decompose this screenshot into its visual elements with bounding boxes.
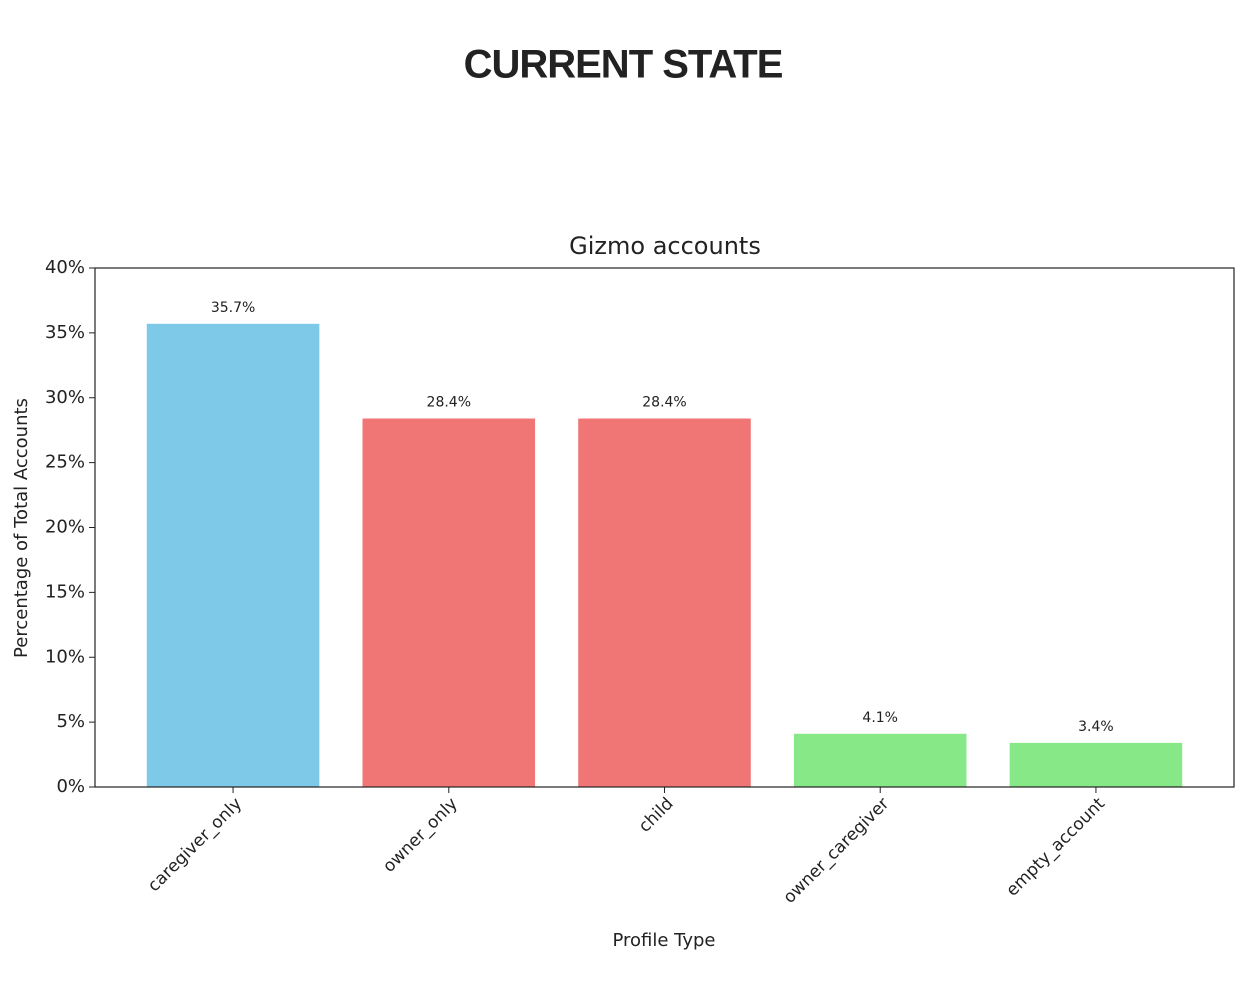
bar (578, 418, 751, 787)
y-tick-label: 10% (45, 646, 85, 667)
slide-heading: CURRENT STATE (464, 43, 783, 87)
x-tick-label: owner_only (379, 794, 462, 877)
x-tick-label: owner_caregiver (780, 794, 894, 908)
bar (793, 733, 967, 787)
bar (362, 418, 536, 787)
y-tick-label: 40% (45, 257, 85, 278)
x-tick-label: child (635, 794, 678, 837)
y-tick-label: 35% (45, 322, 85, 343)
y-tick-label: 20% (45, 517, 85, 538)
y-tick-label: 15% (45, 581, 85, 602)
value-label: 35.7% (211, 300, 255, 316)
plot-frame (94, 267, 1235, 788)
value-label: 4.1% (862, 710, 898, 726)
bar (146, 323, 320, 787)
y-tick-label: 5% (56, 711, 85, 732)
x-tick-label: empty_account (1002, 794, 1109, 901)
value-label: 28.4% (642, 395, 686, 411)
x-axis-label: Profile Type (612, 930, 715, 951)
chart-title: Gizmo accounts (569, 232, 761, 260)
y-tick-label: 0% (56, 776, 85, 797)
y-axis-label: Percentage of Total Accounts (11, 398, 32, 658)
x-tick-label: caregiver_only (144, 794, 246, 896)
y-tick-label: 30% (45, 387, 85, 408)
bar (1009, 742, 1183, 787)
value-label: 28.4% (427, 395, 471, 411)
y-tick-label: 25% (45, 452, 85, 473)
value-label: 3.4% (1078, 719, 1114, 735)
